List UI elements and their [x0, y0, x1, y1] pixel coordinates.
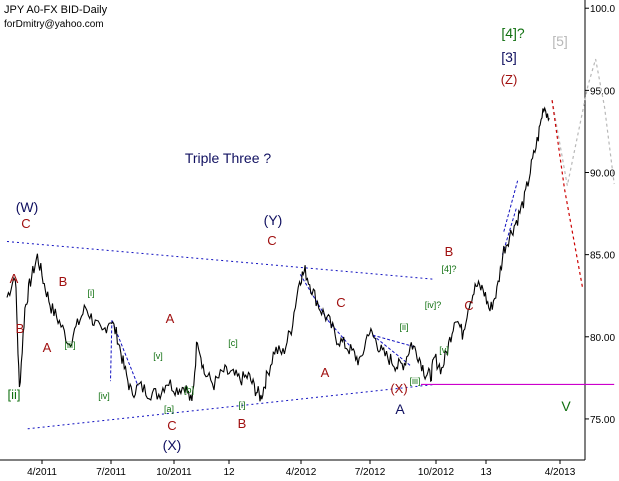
channel-line: [6, 241, 435, 280]
wave-label: C: [21, 216, 30, 231]
wave-label: [iii]: [410, 376, 421, 386]
wave-label: (X): [163, 437, 182, 453]
chart-author: forDmitry@yahoo.com: [4, 19, 104, 30]
wave-label: [4]?: [501, 25, 525, 41]
wave-label: A: [395, 401, 405, 417]
wave-label: (W): [16, 199, 39, 215]
x-tick-label: 12: [223, 467, 235, 476]
price-series-line: [6, 106, 550, 402]
x-tick-label: 10/2011: [156, 467, 192, 476]
x-tick-label: 10/2012: [418, 467, 455, 476]
wave-guide-line: [501, 208, 517, 255]
wave-label: [4]?: [441, 264, 456, 274]
y-tick-label: 90.00: [590, 169, 615, 180]
x-tick-label: 4/2012: [286, 467, 317, 476]
wave-label: (Z): [501, 72, 518, 87]
wave-label: [iv]: [98, 391, 110, 401]
wave-label: B: [59, 274, 68, 289]
wave-label: C: [336, 295, 345, 310]
wave-label: (X): [390, 381, 407, 396]
x-tick-label: 7/2012: [355, 467, 386, 476]
wave-label: (Y): [264, 212, 283, 228]
wave-label: Triple Three ?: [185, 150, 272, 166]
wave-label: [3]: [501, 49, 517, 65]
wave-label: A: [10, 271, 19, 286]
wave-label: [iv]?: [425, 300, 442, 310]
x-tick-label: 4/2011: [27, 467, 57, 476]
wave-label: [c]: [228, 338, 238, 348]
y-tick-label: 100.0: [590, 4, 615, 15]
chart-title: JPY A0-FX BID-Daily: [4, 4, 108, 16]
x-tick-label: 13: [480, 467, 492, 476]
y-tick-label: 80.00: [590, 333, 615, 344]
forecast-down-path: [551, 100, 584, 288]
forecast-up-path: [551, 58, 615, 186]
y-tick-label: 85.00: [590, 251, 615, 262]
wave-label: [v]: [439, 345, 449, 355]
price-layer: [6, 106, 550, 402]
lines-layer: [6, 58, 615, 430]
x-tick-label: 7/2011: [96, 467, 126, 476]
channel-line: [27, 383, 435, 430]
axis-ticks: 75.00 80.00 85.00 90.00 95.00 100.0 4/2011 7/20…: [27, 4, 615, 478]
x-tick-label: 4/2013: [545, 467, 576, 476]
wave-guide-line: [372, 334, 415, 348]
wave-label: B: [16, 321, 25, 336]
wave-label: [v]: [153, 351, 163, 361]
wave-label: [b]: [184, 385, 194, 395]
wave-label: V: [561, 398, 571, 414]
wave-label: [ii]: [400, 322, 409, 332]
wave-labels: Triple Three ?(W)CABABAC(X)(Y)CBAC(X)ABC…: [8, 25, 572, 453]
wave-label: [i]: [238, 400, 245, 410]
wave-label: A: [166, 311, 175, 326]
wave-label: [a]: [164, 404, 174, 414]
wave-label: A: [43, 340, 52, 355]
wave-label: [i]: [87, 288, 94, 298]
wave-guide-line: [110, 320, 113, 382]
wave-guide-line: [503, 180, 519, 232]
wave-guide-line: [372, 334, 412, 367]
wave-label: [iii]: [65, 340, 76, 350]
wave-label: C: [267, 233, 276, 248]
wave-label: [5]: [552, 33, 568, 49]
y-tick-label: 95.00: [590, 86, 615, 97]
wave-label: C: [167, 418, 176, 433]
y-tick-label: 75.00: [590, 415, 615, 426]
wave-guide-line: [299, 274, 329, 321]
wave-label: B: [238, 416, 247, 431]
wave-label: B: [445, 244, 454, 259]
wave-label: [ii]: [8, 387, 21, 402]
wave-label: C: [464, 298, 473, 313]
wave-label: A: [321, 365, 330, 380]
